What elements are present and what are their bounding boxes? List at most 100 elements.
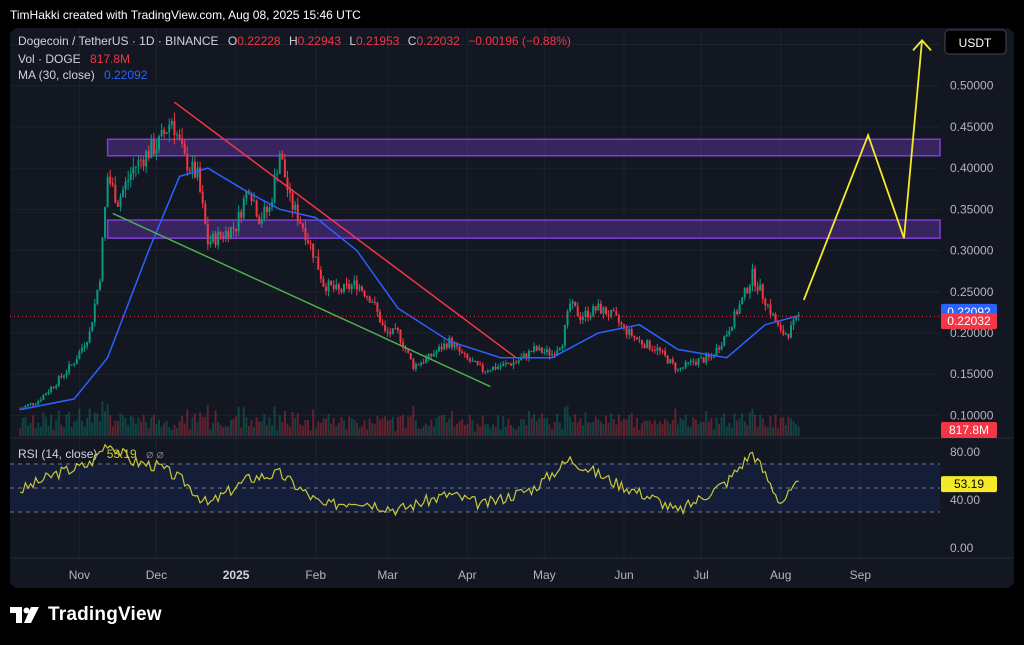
candle-body [638, 339, 641, 341]
volume-bar [324, 418, 327, 436]
candle-body [730, 327, 733, 332]
volume-bar [147, 428, 150, 436]
candle-body [358, 286, 361, 290]
volume-bar [183, 423, 186, 436]
candle-body [47, 391, 50, 394]
candle-body [420, 362, 423, 365]
candle-body [170, 120, 173, 125]
candle-body [88, 331, 91, 343]
volume-bar [199, 412, 202, 436]
volume-bar [666, 421, 669, 436]
candle-body [779, 325, 782, 330]
volume-bar [42, 412, 45, 436]
volume-bar [443, 414, 446, 436]
volume-bar [456, 423, 459, 436]
volume-bar [515, 429, 518, 436]
volume-bar [70, 426, 73, 436]
candle-body [222, 236, 225, 239]
volume-bar [527, 411, 530, 436]
candle-body [605, 307, 608, 315]
candle-body [137, 159, 140, 167]
volume-bar [196, 421, 199, 436]
volume-bar [414, 420, 417, 436]
open-label: O [228, 34, 237, 48]
volume-bar [337, 422, 340, 436]
candle-body [494, 366, 497, 369]
volume-bar [93, 412, 96, 436]
resistance-zone [106, 138, 941, 157]
grid [10, 28, 940, 558]
candle-body [391, 328, 394, 334]
candle-body [378, 311, 381, 323]
volume-bar [227, 426, 230, 436]
volume-bar [772, 427, 775, 436]
volume-bar [751, 408, 754, 436]
chart-svg[interactable]: 0.550000.500000.450000.400000.350000.300… [10, 28, 1014, 588]
candle-body [73, 364, 76, 366]
price-tick-label: 0.40000 [950, 161, 994, 175]
candle-body [206, 224, 209, 245]
chart-panel[interactable]: 0.550000.500000.450000.400000.350000.300… [10, 28, 1014, 588]
candle-body [507, 363, 510, 365]
volume-bar [769, 416, 772, 436]
time-tick-label: Dec [146, 568, 167, 582]
volume-bar [430, 419, 433, 436]
candle-body [376, 302, 379, 312]
volume-bar [684, 414, 687, 436]
volume-bar [651, 424, 654, 436]
volume-bar [152, 414, 155, 436]
volume-bar [132, 416, 135, 436]
currency-button[interactable]: USDT [944, 29, 1007, 55]
volume-bar [417, 428, 420, 436]
volume-bar [178, 421, 181, 436]
candle-body [702, 357, 705, 363]
candle-body [764, 298, 767, 306]
volume-bar [615, 424, 618, 436]
candle-body [561, 345, 564, 349]
candle-body [682, 367, 685, 369]
volume-bar [520, 419, 523, 436]
candle-body [178, 134, 181, 139]
volume-bar [466, 423, 469, 436]
candle-body [669, 359, 672, 364]
time-tick-label: 2025 [223, 568, 250, 582]
rsi-value: 53.19 [107, 447, 137, 461]
candle-body [181, 138, 184, 144]
volume-bar [486, 423, 489, 436]
candle-body [44, 393, 47, 396]
resistance-zone [106, 219, 941, 239]
candle-body [211, 233, 214, 242]
svg-text:MA (30, close) 0.22092: MA (30, close) 0.22092 [18, 68, 148, 82]
candle-body [402, 342, 405, 348]
volume-bar [39, 426, 42, 436]
time-tick-label: Apr [458, 568, 477, 582]
candle-body [258, 216, 261, 225]
volume-bar [432, 426, 435, 436]
volume-bar [129, 415, 132, 436]
candles [19, 112, 800, 410]
candle-body [70, 364, 73, 366]
candle-body [432, 354, 435, 357]
volume-bar [458, 421, 461, 436]
candle-body [75, 358, 78, 365]
candle-body [620, 322, 623, 325]
candle-body [319, 269, 322, 279]
volume-bar [605, 415, 608, 436]
candle-body [633, 335, 636, 338]
candle-body [684, 362, 687, 368]
volume-bar [779, 417, 782, 436]
candle-body [425, 357, 428, 363]
candle-body [792, 319, 795, 326]
volume-bar [168, 426, 171, 436]
volume-bar [134, 423, 137, 436]
candle-body [330, 280, 333, 286]
candle-body [168, 124, 171, 133]
price-tick-label: 0.30000 [950, 244, 994, 258]
candle-body [91, 322, 94, 332]
candle-body [289, 190, 292, 193]
volume-bar [656, 424, 659, 436]
volume-bar [98, 420, 101, 436]
candle-body [111, 183, 114, 185]
volume-bar [759, 414, 762, 436]
candle-body [674, 362, 677, 371]
